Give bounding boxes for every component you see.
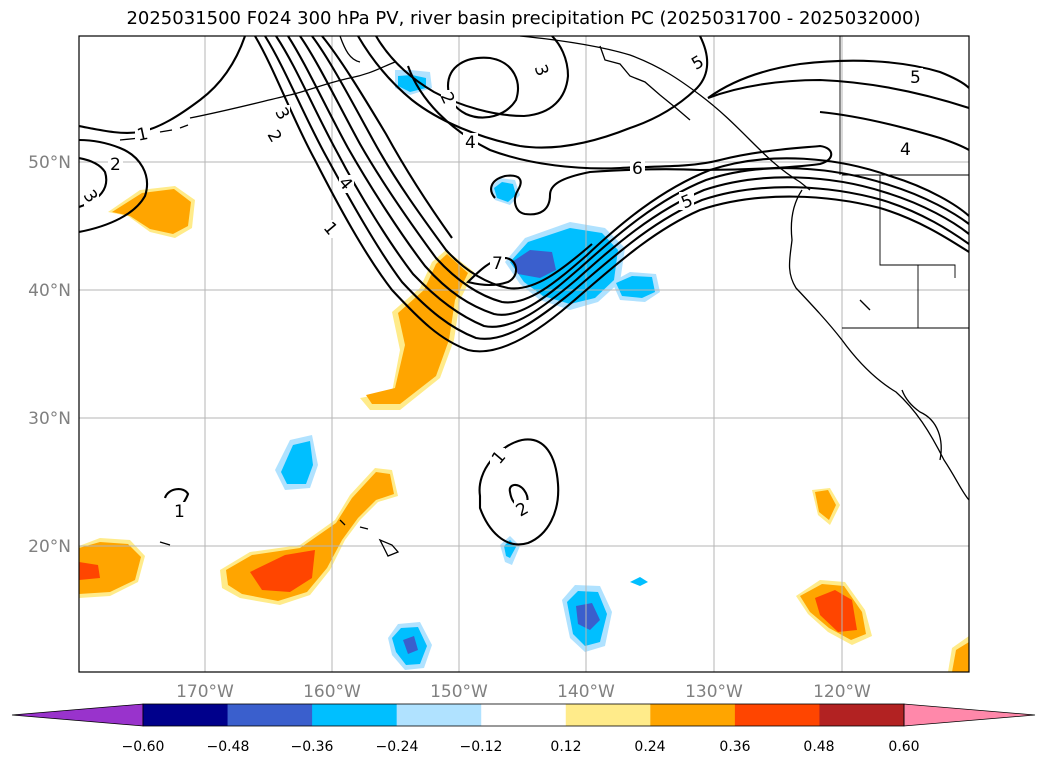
colorbar-segment xyxy=(734,704,820,726)
colorbar-tick-labels: −0.60 −0.48 −0.36 −0.24 −0.12 0.12 0.24 … xyxy=(122,739,920,755)
contour-label: 2 xyxy=(110,155,121,175)
contour-label: 1 xyxy=(174,502,185,522)
precip-positive-shading xyxy=(79,186,969,672)
colorbar-tick-label: 0.36 xyxy=(719,739,750,755)
colorbar-extend-low xyxy=(11,703,144,727)
colorbar-tick-label: 0.60 xyxy=(888,739,919,755)
plot-frame xyxy=(78,35,970,673)
colorbar-tick-label: −0.48 xyxy=(207,739,250,755)
lon-tick-label: 140°W xyxy=(557,682,615,702)
pv-contour-labels: 1 2 3 3 2 4 4 1 5 5 6 5 4 7 xyxy=(79,52,923,522)
colorbar-tick-label: −0.12 xyxy=(460,739,503,755)
lon-tick-label: 130°W xyxy=(685,682,743,702)
lat-tick-label: 40°N xyxy=(28,281,71,301)
lon-tick-label: 170°W xyxy=(176,682,234,702)
latitude-tick-labels: 50°N 40°N 30°N 20°N xyxy=(28,153,71,557)
lon-tick-label: 150°W xyxy=(430,682,488,702)
coastlines xyxy=(119,36,969,557)
colorbar-frame xyxy=(142,703,905,727)
colorbar-segment xyxy=(481,704,567,726)
colorbar-segment xyxy=(312,704,398,726)
colorbar-tick-label: −0.36 xyxy=(291,739,334,755)
lat-tick-label: 30°N xyxy=(28,409,71,429)
map-plot-area: 1 2 3 3 2 4 4 1 5 5 6 5 4 7 xyxy=(79,36,969,672)
contour-label: 7 xyxy=(492,254,503,274)
lat-tick-label: 20°N xyxy=(28,537,71,557)
contour-label: 1 xyxy=(135,124,150,146)
lon-tick-label: 160°W xyxy=(303,682,361,702)
colorbar-tick-label: 0.12 xyxy=(550,739,581,755)
contour-label: 4 xyxy=(465,133,476,153)
colorbar-segment xyxy=(565,704,651,726)
colorbar-segment xyxy=(819,704,905,726)
colorbar-segment xyxy=(143,704,229,726)
lat-tick-label: 50°N xyxy=(28,153,71,173)
colorbar-segments xyxy=(11,703,1036,727)
contour-label: 4 xyxy=(900,140,911,160)
colorbar-tick-label: 0.48 xyxy=(803,739,834,755)
contour-label: 5 xyxy=(910,68,921,88)
colorbar-tick-label: −0.24 xyxy=(376,739,419,755)
lon-tick-label: 120°W xyxy=(813,682,871,702)
colorbar-tick-label: −0.60 xyxy=(122,739,165,755)
map-gridlines xyxy=(79,36,969,672)
colorbar-segment xyxy=(396,704,482,726)
colorbar-segment xyxy=(227,704,313,726)
political-borders xyxy=(839,36,969,329)
contour-label: 6 xyxy=(632,159,643,179)
pv-contours xyxy=(79,36,969,546)
colorbar-extend-high xyxy=(903,703,1036,727)
longitude-tick-labels: 170°W 160°W 150°W 140°W 130°W 120°W xyxy=(176,682,871,702)
colorbar-segment xyxy=(650,704,736,726)
colorbar-tick-label: 0.24 xyxy=(634,739,665,755)
colorbar: −0.60 −0.48 −0.36 −0.24 −0.12 0.12 0.24 … xyxy=(11,703,1036,755)
map-title: 2025031500 F024 300 hPa PV, river basin … xyxy=(126,8,921,29)
